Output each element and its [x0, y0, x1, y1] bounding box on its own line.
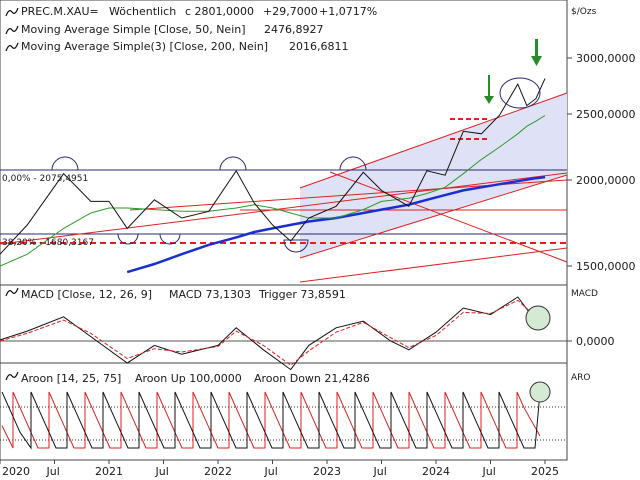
recent-top-marker: [499, 77, 541, 109]
macd-panel-frame: [0, 284, 568, 364]
price-line: [0, 78, 546, 255]
time-axis-label: 2023: [313, 465, 341, 478]
price-tick-label: 1500,0000: [576, 260, 636, 273]
time-axis-label: Jul: [264, 465, 278, 478]
macd-zero-tick-label: 0,0000: [576, 335, 615, 348]
macd-trigger-value: Trigger 73,8591: [258, 288, 346, 301]
line-style-icon: [5, 42, 19, 52]
down-arrow-icon: [484, 75, 494, 104]
price-axis-unit: $/Ozs: [571, 7, 597, 17]
aroon-down-value: Aroon Down 21,4286: [254, 372, 370, 385]
price-tick-label: 2500,0000: [576, 108, 636, 121]
price-tick-label: 2000,0000: [576, 174, 636, 187]
aroon-legend: Aroon [14, 25, 75] Aroon Up 100,0000 Aro…: [5, 371, 370, 385]
time-axis-label: Jul: [155, 465, 169, 478]
macd-value: MACD 73,1303: [169, 288, 251, 301]
macd-label: MACD [Close, 12, 26, 9]: [21, 288, 152, 301]
macd-axis-label: MACD: [571, 289, 598, 299]
price-axis: $/Ozs 3000,0000 2500,0000 2000,0000 1500…: [567, 7, 636, 273]
aroon-label: Aroon [14, 25, 75]: [21, 372, 121, 385]
lower-support-line: [299, 247, 568, 283]
falling-trend-line: [329, 171, 568, 263]
top-marker-circle: [51, 156, 79, 171]
line-style-icon: [5, 7, 19, 17]
price-tick-label: 3000,0000: [576, 52, 636, 65]
symbol-label: PREC.M.XAU=: [21, 5, 99, 18]
line-style-icon: [5, 287, 19, 297]
trend-lines: [0, 92, 568, 283]
time-axis-label: 2020: [2, 465, 30, 478]
ma50-legend-label: Moving Average Simple [Close, 50, Nein]: [21, 23, 246, 36]
aroon-down-line: [1, 391, 541, 449]
change-value: +29,7000: [263, 5, 318, 18]
top-marker-circle: [339, 156, 367, 171]
time-axis: 2020 Jul 2021 Jul 2022 Jul 2023 Jul 2024 Jul 2025: [0, 460, 559, 478]
trend-channel-fill: [300, 93, 567, 258]
time-axis-label: Jul: [46, 465, 60, 478]
time-axis-label: Jul: [373, 465, 387, 478]
pattern-markers: [51, 156, 367, 253]
macd-line: [0, 296, 546, 371]
fib-0-label: 0,00% - 2075,4951: [2, 174, 88, 184]
ma200-legend-value: 2016,6811: [289, 40, 349, 53]
bottom-marker-circle: [283, 239, 309, 253]
aroon-up-line: [1, 391, 541, 450]
last-close-value: c 2801,0000: [185, 5, 254, 18]
change-pct-value: +1,0717%: [319, 5, 377, 18]
top-marker-circle: [219, 156, 247, 171]
time-axis-label: 2025: [531, 465, 559, 478]
time-axis-label: Jul: [482, 465, 496, 478]
macd-legend: MACD [Close, 12, 26, 9] MACD 73,1303 Tri…: [5, 287, 346, 301]
fib-38-label: 38,20% - 1680,3167: [2, 238, 94, 248]
price-legend: PREC.M.XAU= Wöchentlich c 2801,0000 +29,…: [5, 5, 377, 53]
aroon-up-value: Aroon Up 100,0000: [135, 372, 242, 385]
channel-upper-line: [299, 92, 568, 189]
aroon-highlight-circle: [529, 381, 551, 403]
arrow-markers: [484, 39, 542, 104]
long-trend-line: [0, 172, 568, 245]
channel-lower-line: [299, 174, 568, 259]
period-label: Wöchentlich: [109, 5, 176, 18]
time-axis-label: 2022: [204, 465, 232, 478]
down-arrow-icon: [531, 39, 542, 66]
line-style-icon: [5, 25, 19, 35]
ma200-legend-label: Moving Average Simple(3) [Close, 200, Ne…: [21, 40, 268, 53]
aroon-axis-label: ARO: [571, 373, 591, 383]
bottom-marker-circle: [159, 233, 181, 245]
line-style-icon: [5, 371, 19, 381]
time-axis-label: 2021: [95, 465, 123, 478]
macd-highlight-circle: [525, 305, 551, 331]
ma200-line: [126, 175, 546, 274]
bottom-marker-circle: [117, 233, 139, 245]
ma50-legend-value: 2476,8927: [264, 23, 324, 36]
time-axis-label: 2024: [422, 465, 450, 478]
